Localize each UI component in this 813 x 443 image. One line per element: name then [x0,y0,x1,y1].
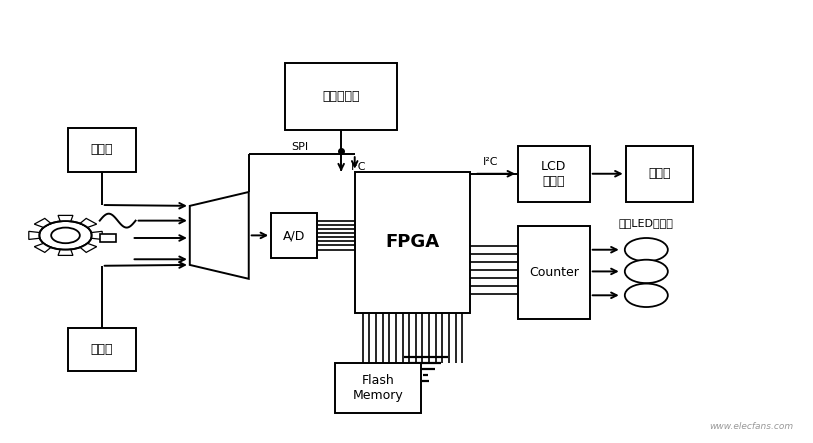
Bar [100,233,115,242]
Polygon shape [80,218,97,227]
Polygon shape [80,243,97,253]
Polygon shape [58,215,73,222]
Text: A/D: A/D [283,229,306,242]
Text: Counter: Counter [529,266,579,279]
Text: FPGA: FPGA [385,233,440,251]
Text: I²C: I²C [350,162,366,172]
Bar [518,145,589,202]
Circle shape [625,238,667,261]
Circle shape [625,284,667,307]
Polygon shape [34,243,51,253]
Polygon shape [34,218,51,227]
Bar [285,63,397,130]
Text: 传感器: 传感器 [90,144,113,156]
Bar [335,362,421,412]
Polygon shape [91,231,102,240]
Bar [354,171,470,313]
Text: 状态LED指示灯: 状态LED指示灯 [619,218,674,229]
Bar [626,145,693,202]
Polygon shape [28,231,40,240]
Text: 传感器: 传感器 [90,343,113,356]
Text: I²C: I²C [483,157,498,167]
Bar [518,226,589,319]
Text: SPI: SPI [291,142,308,152]
Text: www.elecfans.com: www.elecfans.com [709,422,793,431]
Polygon shape [189,192,249,279]
Circle shape [625,260,667,283]
Bar [67,128,136,171]
Text: 微型控制器: 微型控制器 [323,90,360,103]
Polygon shape [58,249,73,256]
Bar [271,213,317,258]
Text: LCD
控制器: LCD 控制器 [541,160,567,188]
Text: 显示器: 显示器 [648,167,671,180]
Bar [67,328,136,371]
Text: Flash
Memory: Flash Memory [353,373,403,401]
